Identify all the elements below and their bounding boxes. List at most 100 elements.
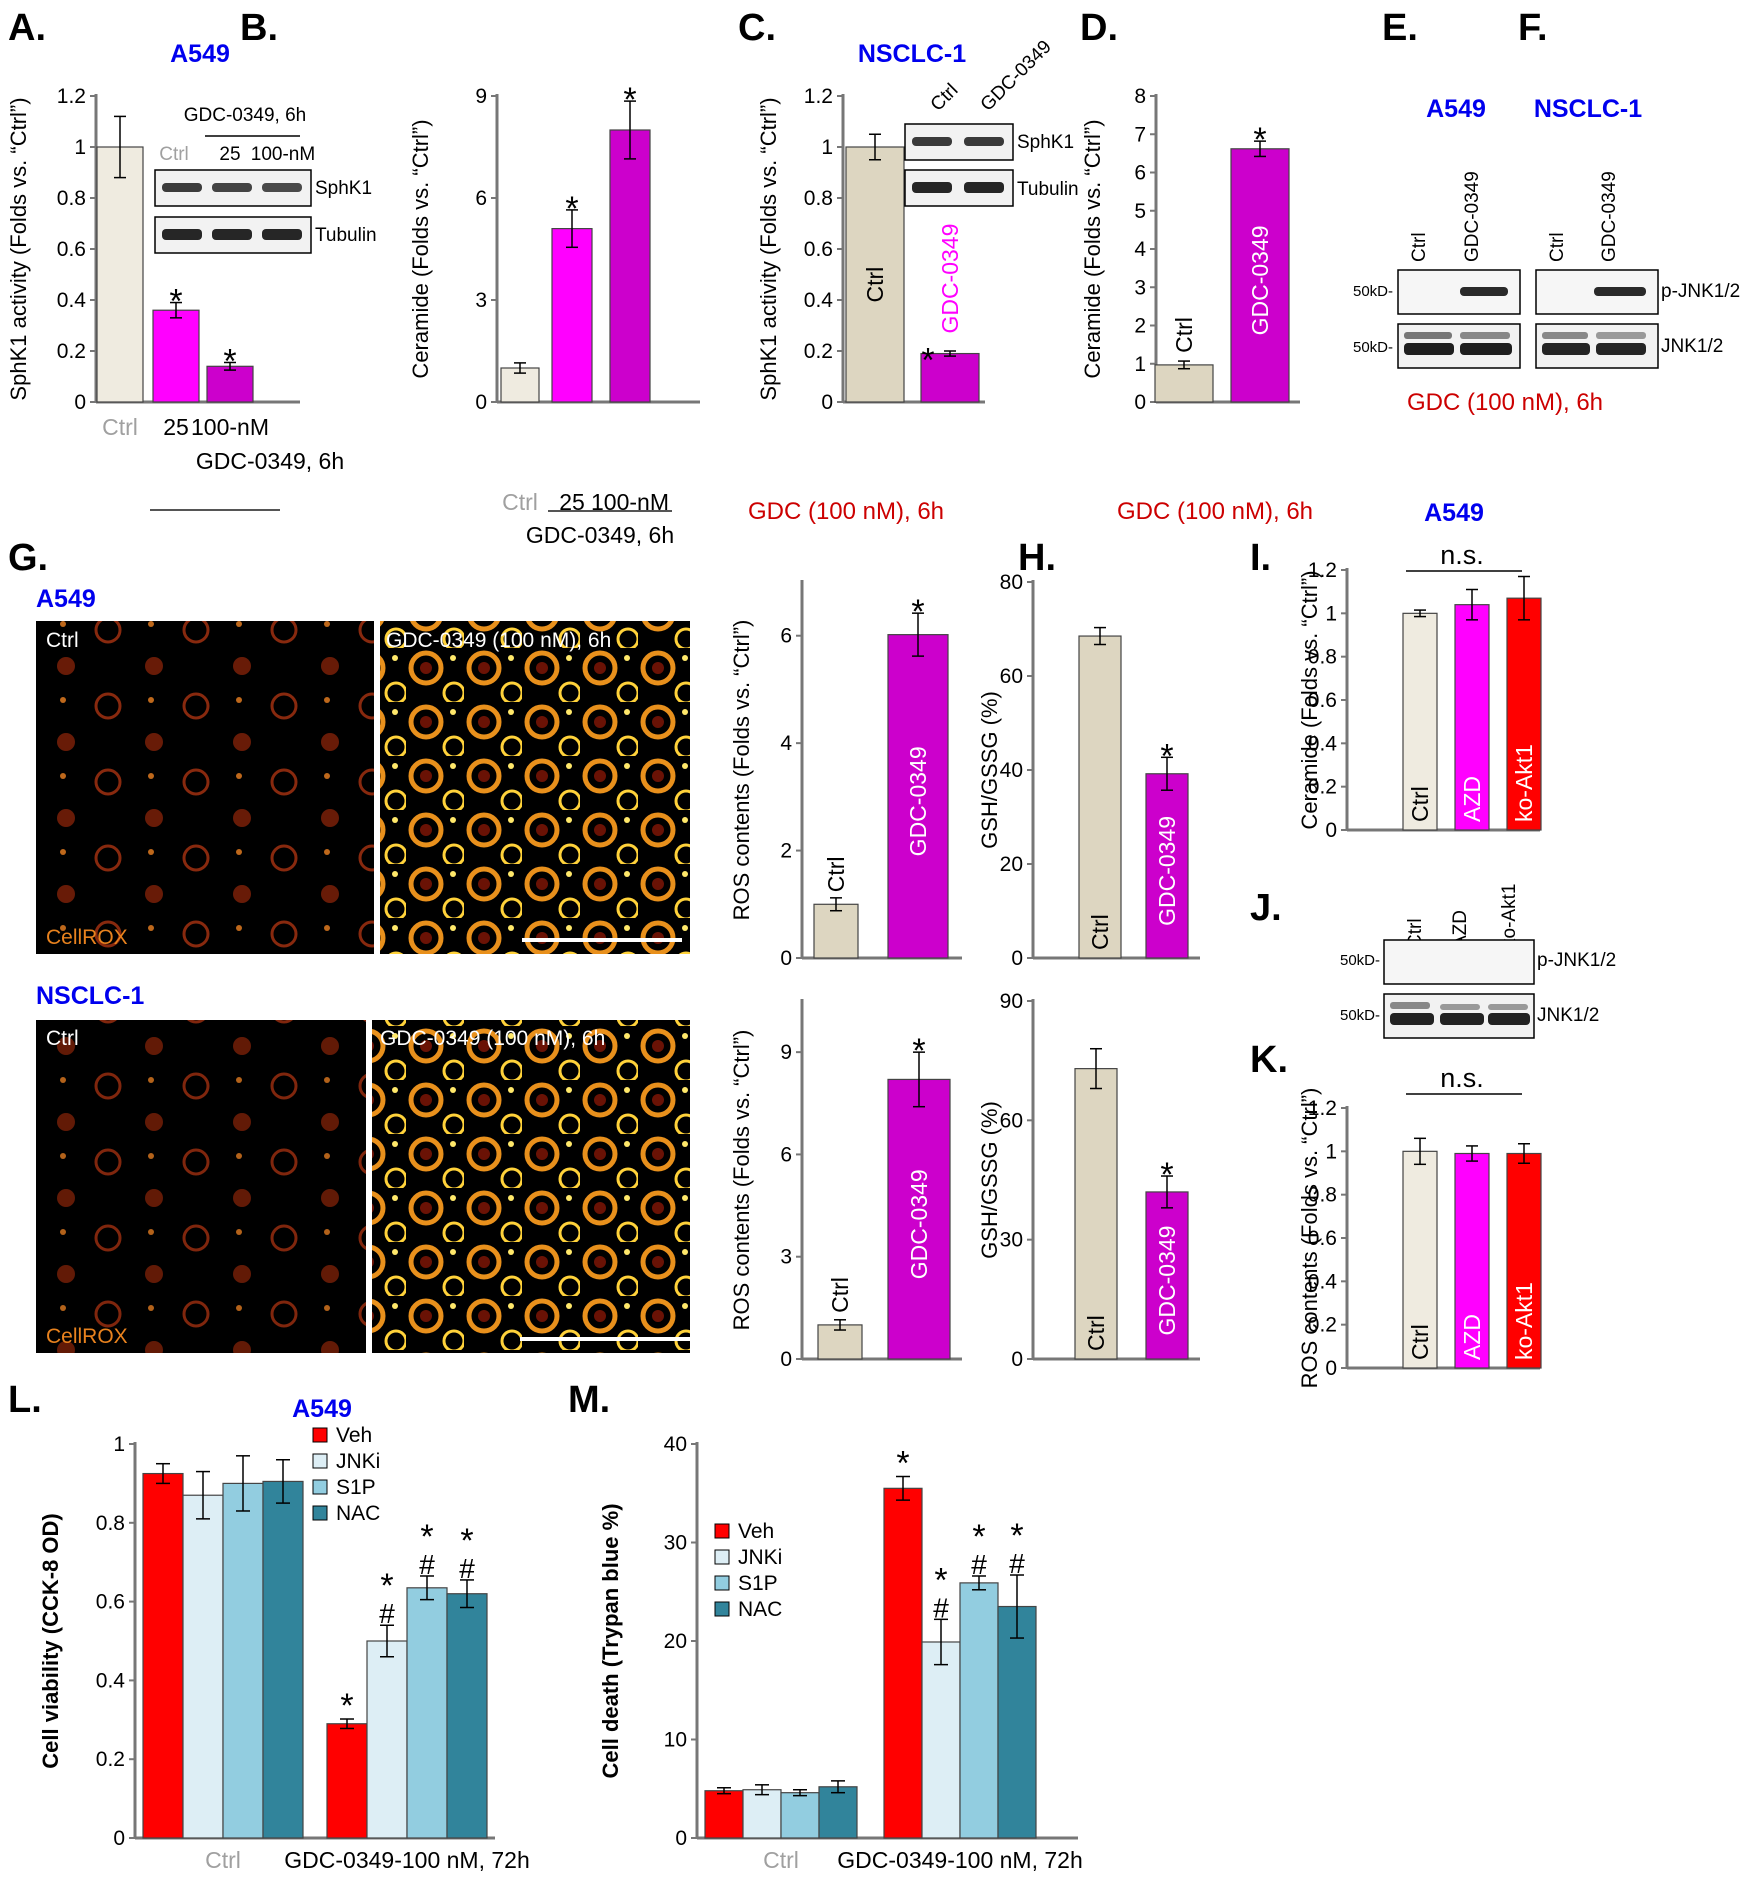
blot-band bbox=[1488, 1004, 1528, 1010]
significance-star: * bbox=[1160, 1156, 1173, 1194]
y-tick-label: 0.6 bbox=[96, 1591, 125, 1614]
blot-j-pjnk-membrane bbox=[1383, 939, 1535, 985]
y-tick-label: 5 bbox=[1134, 200, 1146, 223]
cell-label-l: A549 bbox=[292, 1395, 352, 1423]
micrograph-a549-gdc-label: GDC-0349 (100 nM), 6h bbox=[386, 629, 611, 652]
blot-band bbox=[212, 229, 252, 240]
blot-jnk-label: JNK1/2 bbox=[1661, 336, 1723, 357]
bar-ctrl bbox=[1078, 635, 1122, 959]
cell-label-c: NSCLC-1 bbox=[858, 40, 966, 68]
blot-e-kd-bottom: 50kD- bbox=[1353, 339, 1393, 356]
blot-j-kd-bottom: 50kD- bbox=[1340, 1007, 1380, 1024]
y-tick-label: 60 bbox=[1000, 665, 1023, 688]
chart-d-ceramide: 0 1 2 3 4 5 6 7 8 Ceramide (Folds vs. “Ctrl”) Ctrl… bbox=[1080, 85, 1300, 414]
blot-band bbox=[1460, 332, 1510, 339]
y-tick-label: 1.2 bbox=[57, 85, 86, 108]
y-tick-label: 0 bbox=[1325, 819, 1337, 842]
bar-label: Ctrl bbox=[1407, 1324, 1433, 1360]
y-axis-title: ROS contents (Folds vs. “Ctrl”) bbox=[1297, 1088, 1322, 1389]
bar-label: AZD bbox=[1459, 776, 1485, 822]
bar-25 bbox=[152, 309, 200, 403]
treatment-label-ef: GDC (100 nM), 6h bbox=[1407, 389, 1603, 416]
bar-veh-gdc bbox=[326, 1723, 368, 1839]
bar-label: GDC-0349 bbox=[905, 746, 931, 856]
micrograph-a549-stain-label: CellROX bbox=[46, 926, 128, 949]
blot-band bbox=[1488, 1013, 1530, 1025]
micrograph-a549-ctrl-label: Ctrl bbox=[46, 629, 79, 652]
y-axis-title: Cell death (Trypan blue %) bbox=[598, 1503, 623, 1778]
y-tick-label: 1.2 bbox=[1308, 559, 1337, 582]
y-tick-label: 40 bbox=[1000, 759, 1023, 782]
chart-g-ros-nsclc1: 0 3 6 9 ROS contents (Folds vs. “Ctrl”) Ctrl *… bbox=[729, 999, 962, 1371]
y-axis-title: Ceramide (Folds vs. “Ctrl”) bbox=[408, 119, 433, 378]
xlabel-b: GDC-0349, 6h bbox=[526, 522, 674, 548]
legend-swatch-nac bbox=[312, 1505, 328, 1521]
blot-e-lane-gdc: GDC-0349 bbox=[1462, 171, 1483, 262]
y-axis-title: Ceramide (Folds vs. “Ctrl”) bbox=[1080, 119, 1105, 378]
bar-nac-gdc bbox=[997, 1605, 1037, 1839]
significance-hash: # bbox=[1009, 1548, 1025, 1579]
blot-f-lane-gdc: GDC-0349 bbox=[1599, 171, 1620, 262]
legend-label-s1p: S1P bbox=[738, 1572, 778, 1595]
y-axis-title: Ceramide (Folds vs. “Ctrl”) bbox=[1297, 570, 1322, 829]
legend-label-nac: NAC bbox=[336, 1502, 380, 1525]
bar-label: Ctrl bbox=[1083, 1315, 1109, 1351]
significance-star: * bbox=[972, 1518, 985, 1556]
bar-100-nm bbox=[206, 365, 254, 403]
micrograph-a549: Ctrl GDC-0349 (100 nM), 6h CellROX bbox=[36, 621, 690, 954]
panel-label-l: L. bbox=[8, 1379, 42, 1421]
y-tick-label: 4 bbox=[1134, 238, 1146, 261]
cell-label-g-bottom: NSCLC-1 bbox=[36, 982, 144, 1010]
blot-f-lane-ctrl: Ctrl bbox=[1547, 232, 1568, 262]
blot-band bbox=[964, 137, 1004, 146]
y-tick-label: 3 bbox=[1134, 276, 1146, 299]
blot-band bbox=[912, 137, 952, 146]
legend-swatch-jnki bbox=[714, 1549, 730, 1565]
panel-label-c: C. bbox=[738, 7, 776, 49]
blot-a-tubulin-label: Tubulin bbox=[315, 225, 377, 246]
legend-label-veh: Veh bbox=[336, 1424, 372, 1447]
chart-m-cell-death: 0 10 20 30 40 Cell death (Trypan blue %) Ctrl *… bbox=[598, 1433, 1083, 1873]
legend-swatch-nac bbox=[714, 1601, 730, 1617]
bar-jnki-gdc bbox=[921, 1641, 961, 1839]
y-tick-label: 1 bbox=[1134, 353, 1146, 376]
ns-label-i: n.s. bbox=[1440, 540, 1484, 570]
significance-hash: # bbox=[971, 1549, 987, 1580]
blot-j-lane-koakt1: ko-Akt1 bbox=[1499, 884, 1520, 948]
y-tick-label: 0.2 bbox=[1308, 776, 1337, 799]
significance-hash: # bbox=[933, 1592, 949, 1623]
y-tick-label: 80 bbox=[1000, 571, 1023, 594]
blot-band bbox=[1390, 1002, 1430, 1009]
significance-star: * bbox=[169, 283, 182, 321]
y-tick-label: 30 bbox=[664, 1532, 687, 1555]
y-tick-label: 0.4 bbox=[57, 289, 87, 312]
panel-label-i: I. bbox=[1250, 537, 1271, 579]
bar-jnki-ctrl bbox=[742, 1789, 782, 1839]
bar-s1p-ctrl bbox=[222, 1482, 264, 1839]
y-tick-label: 9 bbox=[780, 1041, 792, 1064]
panel-label-j: J. bbox=[1250, 887, 1282, 929]
y-tick-label: 20 bbox=[1000, 853, 1023, 876]
bar-gdc-0349 bbox=[887, 1078, 951, 1360]
y-tick-label: 1 bbox=[821, 136, 833, 159]
legend-label-s1p: S1P bbox=[336, 1476, 376, 1499]
y-tick-label: 10 bbox=[664, 1729, 687, 1752]
y-tick-label: 60 bbox=[1000, 1109, 1023, 1132]
blot-band bbox=[212, 183, 252, 192]
y-tick-label: 0 bbox=[475, 391, 487, 414]
micrograph-nsclc1: Ctrl GDC-0349 (100 nM), 6h CellROX bbox=[36, 1020, 690, 1353]
blot-band bbox=[1404, 332, 1452, 339]
y-tick-label: 1.2 bbox=[804, 85, 833, 108]
panel-label-b: B. bbox=[240, 7, 278, 49]
blot-band bbox=[1440, 1013, 1484, 1025]
y-axis-title: GSH/GSSG (%) bbox=[977, 691, 1002, 849]
y-tick-label: 0 bbox=[780, 947, 792, 970]
blot-band bbox=[964, 182, 1004, 193]
y-tick-label: 1 bbox=[1325, 1140, 1337, 1163]
y-tick-label: 0.2 bbox=[57, 340, 86, 363]
y-axis-title: Cell viability (CCK-8 OD) bbox=[38, 1513, 63, 1768]
y-tick-label: 0.4 bbox=[1308, 1270, 1338, 1293]
blot-band bbox=[162, 229, 202, 240]
x-category-label: Ctrl bbox=[502, 489, 538, 515]
